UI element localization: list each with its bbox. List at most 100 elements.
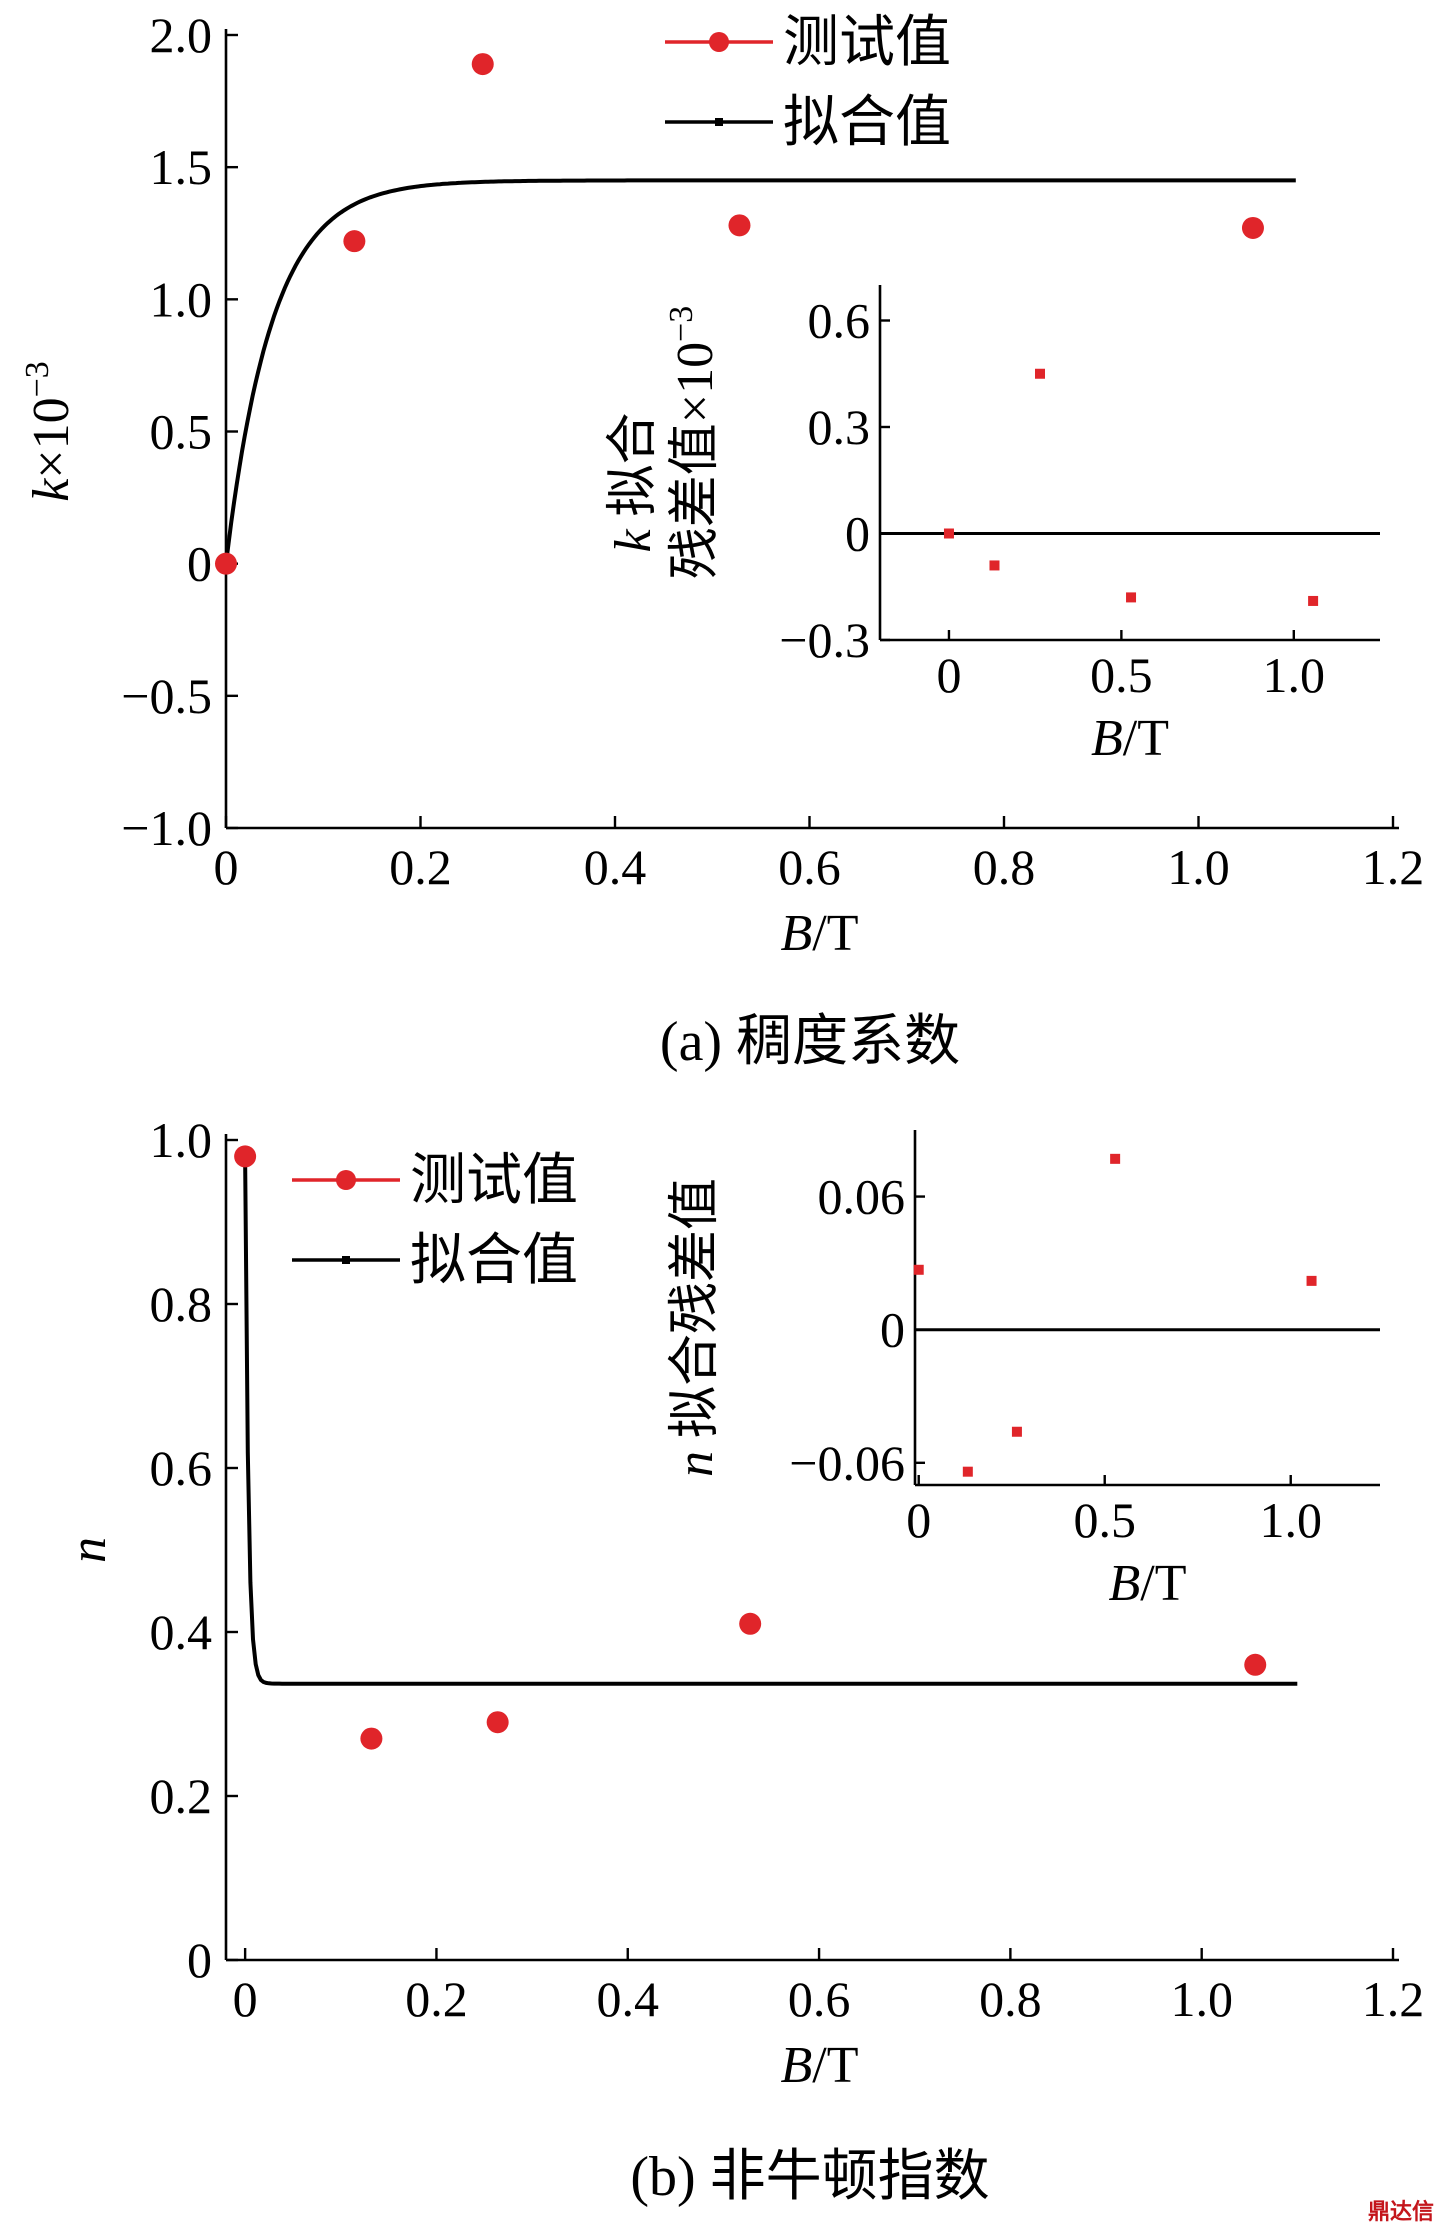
y-tick-label: 2.0 [150,7,213,63]
inset-y-label-rest: 拟合 [605,412,662,529]
inset-y-tick-label: 0 [845,506,870,562]
inset-y-tick-label: −0.06 [789,1435,905,1491]
inset-residual-point [1035,368,1045,379]
y-tick-label: 1.0 [150,271,213,327]
y-axis-label: n [60,1537,117,1563]
inset-y-label-line2-exp: −3 [663,306,700,342]
legend-fit-marker [342,1256,350,1264]
x-tick-label: 0.4 [597,1971,660,2027]
inset-x-tick-label: 0.5 [1090,647,1153,703]
x-tick-label: 0.4 [584,839,647,895]
measured-point [1244,1653,1267,1676]
y-tick-label: 1.0 [150,1112,213,1168]
y-axis-label-exp: −3 [19,361,56,397]
y-tick-label: 0 [187,536,212,592]
inset-x-axis-label: B/T [1091,710,1169,767]
inset-x-tick-label: 1.0 [1263,647,1326,703]
fit-curve [224,178,1296,564]
y-tick-label: 0.8 [150,1276,213,1332]
measured-point [234,1145,257,1168]
legend-fit-marker [715,118,723,126]
inset-x-axis-label-unit: /T [1140,1555,1186,1612]
inset-y-tick-label: −0.3 [779,612,870,668]
inset-residual-point [1306,1275,1317,1286]
x-axis-label-var: B [781,905,813,962]
x-axis-label: B/T [781,2037,859,2094]
inset-x-tick-label: 1.0 [1259,1492,1322,1548]
y-tick-label: 0.5 [150,404,213,460]
y-tick-label: 0.4 [150,1604,213,1660]
legend-measured-label: 测试值 [783,12,951,74]
measured-point [739,1612,762,1635]
x-tick-label: 0.6 [778,839,841,895]
legend-measured-label: 测试值 [410,1150,578,1212]
y-axis-label-rest: ×10 [23,397,80,478]
legend-fit-label: 拟合值 [410,1230,578,1292]
inset-residual-point [962,1466,973,1477]
x-axis-label-var: B [781,2037,813,2094]
inset-y-axis-label-line2: 残差值×10−3 [663,306,724,580]
y-tick-label: 0.2 [150,1768,213,1824]
panel-caption: (a) 稠度系数 [660,1011,960,1073]
inset-residual-point [943,528,954,539]
measured-point [1241,216,1264,239]
x-tick-label: 0.8 [973,839,1036,895]
x-tick-label: 0 [233,1971,258,2027]
inset-y-axis-label-line1: k 拟合 [605,412,662,552]
legend-fit-label: 拟合值 [783,92,951,154]
inset-y-axis-label: k 拟合 残差值×10−3 [605,306,724,580]
x-axis-label-unit: /T [812,2037,858,2094]
measured-point [728,214,751,237]
x-tick-label: 1.0 [1167,839,1230,895]
inset-residual-point [989,560,1000,571]
y-axis-label-var: k [23,478,80,502]
measured-point [486,1711,509,1734]
measured-point [360,1727,383,1750]
legend-measured-marker [709,32,729,52]
inset-y-tick-label: 0.6 [808,293,871,349]
inset-x-axis-label-unit: /T [1123,710,1169,767]
x-tick-label: 0.6 [788,1971,851,2027]
inset-x-axis-label: B/T [1109,1555,1187,1612]
fit-curve [243,1156,1298,1686]
inset-y-label-rest: 拟合残差值 [667,1178,724,1451]
x-tick-label: 1.0 [1170,1971,1233,2027]
watermark-logo: 鼎达信 [1367,2200,1434,2225]
legend-measured-marker [336,1170,356,1190]
x-tick-label: 0.2 [389,839,452,895]
inset-y-label-var: n [667,1451,724,1477]
inset-y-axis-label: n 拟合残差值 [667,1178,724,1477]
inset-x-tick-label: 0 [906,1492,931,1548]
measured-point [471,53,494,76]
inset-y-tick-label: 0.3 [808,399,871,455]
inset-y-tick-label: 0 [880,1302,905,1358]
inset-residual-point [1126,592,1137,603]
x-axis-label: B/T [781,905,859,962]
measured-point [343,230,366,253]
inset-x-axis-label-var: B [1091,710,1123,767]
y-tick-label: 0.6 [150,1440,213,1496]
inset-y-label-var: k [605,529,662,553]
y-tick-label: −1.0 [121,800,212,856]
inset-residual-point [913,1264,924,1275]
y-axis-label: k×10−3 [19,361,80,502]
x-tick-label: 1.2 [1362,839,1425,895]
x-tick-label: 0 [214,839,239,895]
inset-residual-point [1308,595,1319,606]
inset-residual-point [1011,1426,1022,1437]
y-tick-label: −0.5 [121,668,212,724]
x-tick-label: 0.8 [979,1971,1042,2027]
x-tick-label: 0.2 [405,1971,468,2027]
inset-x-axis-label-var: B [1109,1555,1141,1612]
x-axis-label-unit: /T [812,905,858,962]
panel-a: 0 0.2 0.4 0.6 0.8 1.0 1.2 −1.0 −0.5 0 0.5 1.0 1.5 2.0… [19,7,1424,1073]
measured-point [215,552,237,575]
panel-caption: (b) 非牛顿指数 [630,2146,989,2208]
y-tick-label: 1.5 [150,139,213,195]
inset-y-label-line2-text: 残差值×10 [667,342,724,579]
x-tick-label: 1.2 [1362,1971,1425,2027]
y-tick-label: 0 [187,1932,212,1988]
